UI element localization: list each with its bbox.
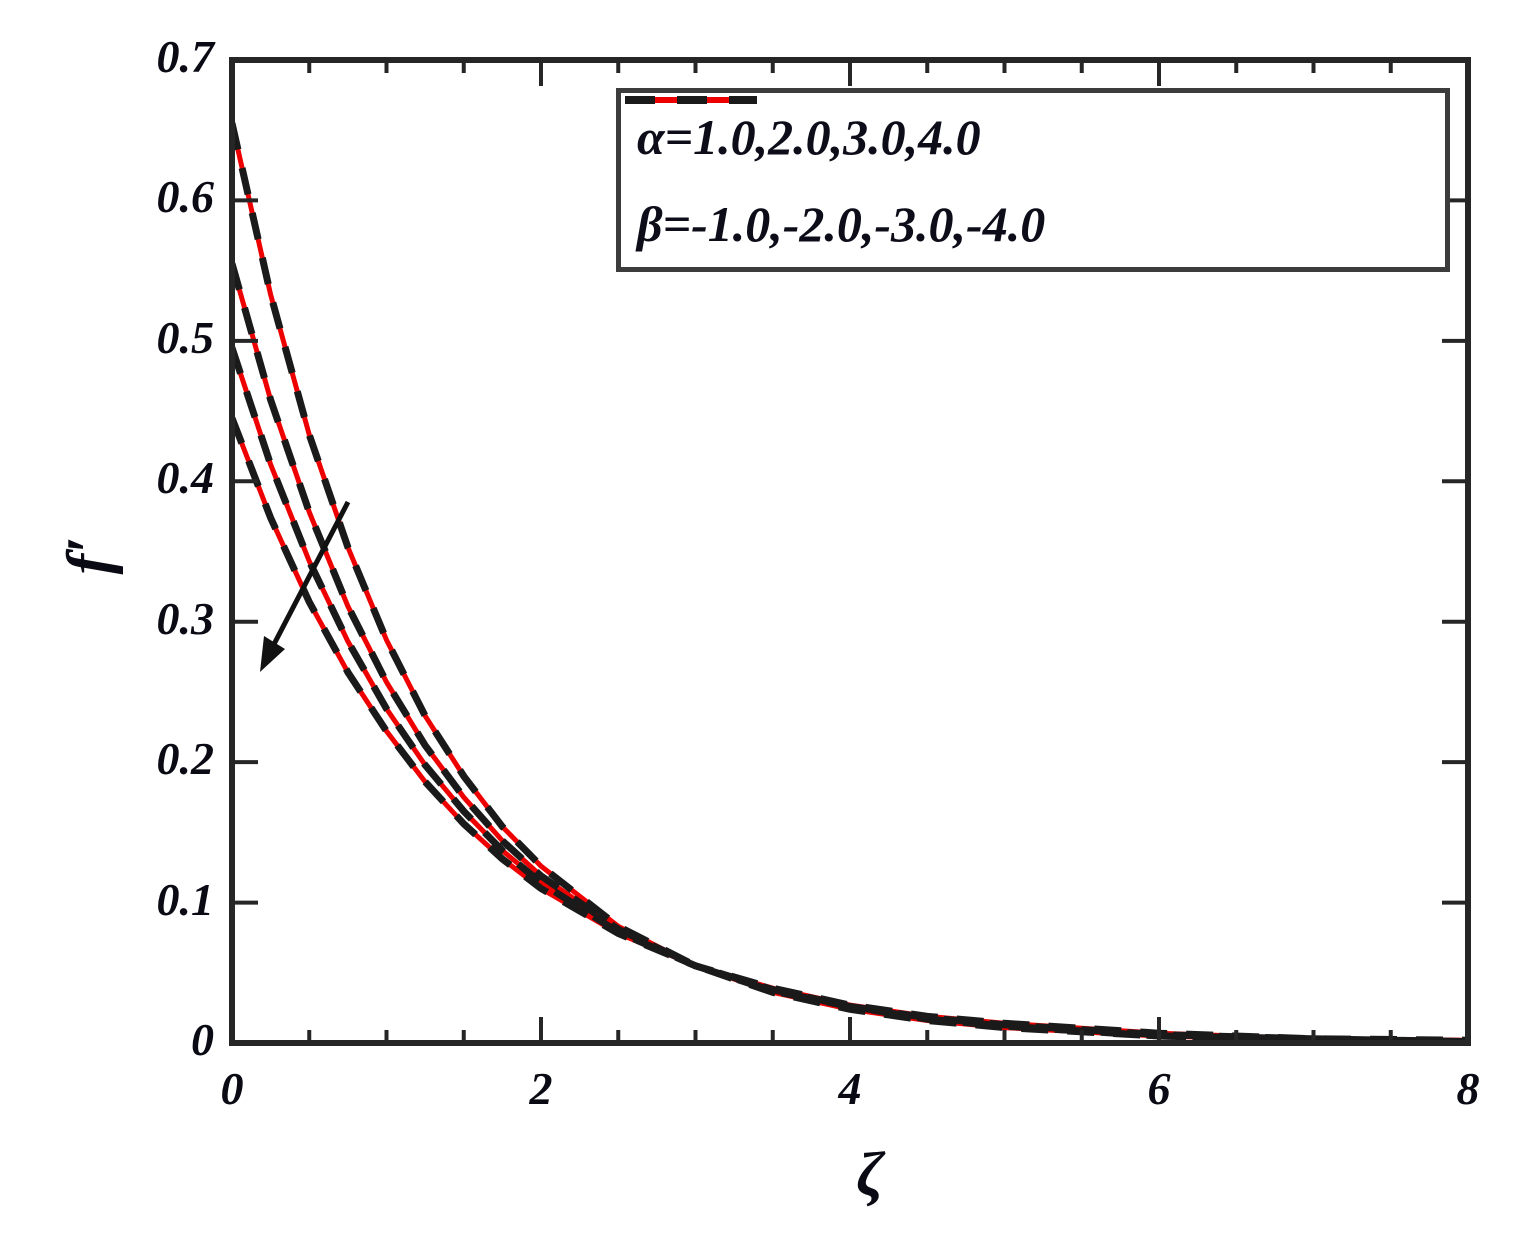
y-axis-label: f′ [55, 536, 124, 575]
series-curve--2.0 [232, 262, 1468, 1043]
y-tick-label-0.3: 0.3 [156, 592, 215, 644]
y-tick-label-0.5: 0.5 [156, 311, 215, 363]
legend-label-alpha: α=1.0,2.0,3.0,4.0 [637, 108, 981, 165]
trend-arrow-shaft [269, 500, 351, 650]
series-curve--4.0 [232, 416, 1468, 1043]
x-tick-label-4: 4 [838, 1063, 862, 1114]
x-tick-label-8: 8 [1456, 1063, 1480, 1114]
y-tick-label-0.4: 0.4 [156, 452, 215, 504]
x-tick-label-6: 6 [1147, 1063, 1171, 1114]
x-tick-label-0: 0 [220, 1063, 244, 1114]
series-curve-2.0 [232, 262, 1468, 1043]
y-tick-label-0.7: 0.7 [156, 31, 215, 82]
legend-label-beta: β=-1.0,-2.0,-3.0,-4.0 [637, 195, 1046, 252]
legend-entry-alpha: α=1.0,2.0,3.0,4.0 [621, 93, 1445, 180]
x-tick-label-2: 2 [529, 1063, 553, 1114]
y-tick-label-0.6: 0.6 [156, 171, 215, 223]
y-tick-label-0: 0 [191, 1014, 214, 1065]
series-curve--3.0 [232, 346, 1468, 1043]
y-tick-label-0.1: 0.1 [156, 873, 215, 925]
legend-line-sample-dashed [625, 96, 757, 104]
trend-arrow-head [260, 636, 285, 672]
y-tick-label-0.2: 0.2 [156, 733, 215, 785]
legend: α=1.0,2.0,3.0,4.0 β=-1.0,-2.0,-3.0,-4.0 [616, 88, 1450, 272]
legend-entry-beta: β=-1.0,-2.0,-3.0,-4.0 [621, 96, 1445, 267]
x-axis-label: ζ [856, 1141, 884, 1209]
